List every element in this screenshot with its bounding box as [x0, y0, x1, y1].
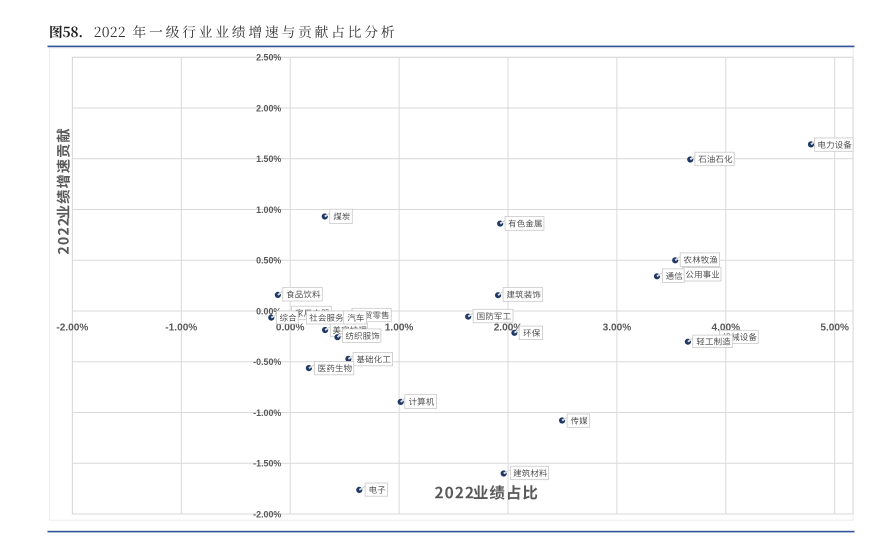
svg-text:3.00%: 3.00% [603, 322, 632, 333]
svg-text:-2.00%: -2.00% [56, 322, 88, 333]
svg-text:-1.50%: -1.50% [253, 459, 281, 469]
svg-text:5.00%: 5.00% [820, 322, 849, 333]
svg-text:-0.50%: -0.50% [253, 357, 281, 367]
svg-text:2.50%: 2.50% [256, 53, 281, 63]
svg-text:2.00%: 2.00% [494, 322, 523, 333]
svg-text:0.00%: 0.00% [256, 306, 281, 316]
svg-text:-1.00%: -1.00% [165, 322, 197, 333]
svg-text:-1.00%: -1.00% [253, 408, 281, 418]
svg-text:0.50%: 0.50% [256, 256, 281, 266]
svg-text:2.00%: 2.00% [256, 103, 281, 113]
svg-text:1.00%: 1.00% [256, 205, 281, 215]
svg-text:-2.00%: -2.00% [253, 509, 281, 519]
svg-text:4.00%: 4.00% [711, 322, 740, 333]
svg-text:0.00%: 0.00% [276, 322, 305, 333]
svg-text:1.00%: 1.00% [385, 322, 414, 333]
svg-text:1.50%: 1.50% [256, 154, 281, 164]
